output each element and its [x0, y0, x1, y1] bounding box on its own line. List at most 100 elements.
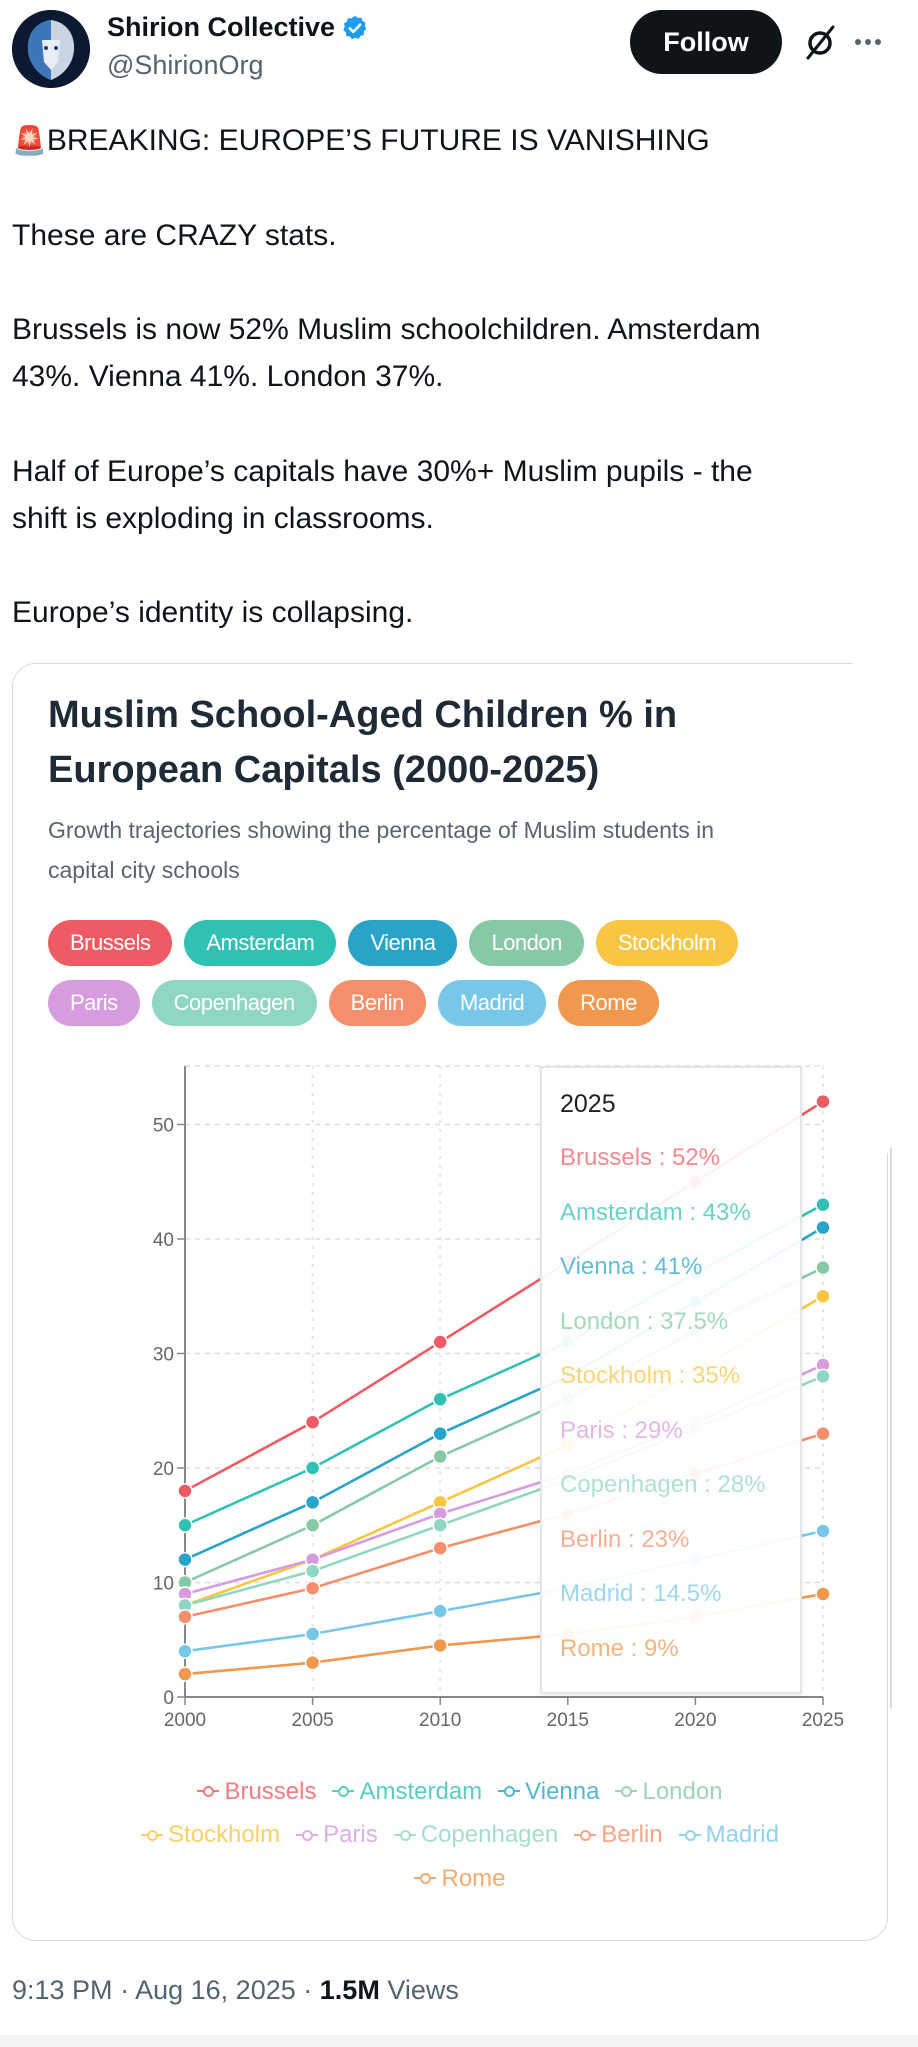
grok-icon[interactable] — [800, 22, 840, 62]
verified-badge-icon — [343, 15, 367, 39]
tooltip-row: Stockholm : 35% — [560, 1362, 741, 1389]
x-tick-label: 2025 — [802, 1710, 844, 1731]
avatar[interactable] — [12, 10, 90, 88]
lion-logo-icon — [12, 10, 90, 88]
data-point-london — [304, 1517, 321, 1533]
data-point-rome — [177, 1666, 193, 1682]
views-count: 1.5M — [319, 1975, 380, 2005]
legend-marker-icon — [498, 1786, 521, 1797]
tweet-meta: 9:13 PM · Aug 16, 2025 · 1.5M Views — [12, 1975, 459, 2006]
card-edge-mask — [852, 663, 918, 1153]
more-options-icon[interactable] — [848, 26, 888, 58]
x-tick-label: 2000 — [164, 1710, 206, 1731]
legend-label: Madrid — [705, 1821, 779, 1848]
legend-label: Berlin — [601, 1821, 663, 1848]
legend-item-amsterdam[interactable]: Amsterdam — [332, 1771, 482, 1812]
chip-paris[interactable]: Paris — [48, 980, 140, 1026]
chip-stockholm[interactable]: Stockholm — [595, 920, 739, 966]
legend-item-berlin[interactable]: Berlin — [574, 1814, 663, 1855]
legend-label: London — [642, 1777, 723, 1805]
legend-label: Rome — [441, 1864, 506, 1892]
chip-madrid[interactable]: Madrid — [437, 980, 547, 1026]
data-point-copenhagen — [815, 1368, 831, 1385]
tooltip-row: Rome : 9% — [560, 1634, 679, 1662]
legend-label: Paris — [323, 1821, 378, 1848]
data-point-brussels — [304, 1414, 321, 1430]
data-point-berlin — [815, 1425, 831, 1442]
data-point-london — [432, 1448, 448, 1465]
tooltip-row: Copenhagen : 28% — [560, 1471, 766, 1498]
tweet-line: 43%. Vienna 41%. London 37%. — [12, 360, 444, 393]
data-point-berlin — [432, 1540, 448, 1556]
tooltip-row: Brussels : 52% — [560, 1144, 721, 1171]
legend-marker-icon — [332, 1786, 355, 1797]
chart-title-line: Muslim School-Aged Children % in — [48, 694, 678, 736]
tweet-time[interactable]: 9:13 PM — [12, 1975, 113, 2005]
chart-subtitle-line: capital city schools — [48, 857, 240, 883]
y-tick-label: 10 — [153, 1574, 174, 1595]
data-point-amsterdam — [304, 1460, 321, 1476]
data-point-vienna — [177, 1551, 193, 1568]
legend-label: Stockholm — [168, 1821, 281, 1848]
tweet-line: Europe’s identity is collapsing. — [12, 596, 414, 629]
chip-london[interactable]: London — [469, 920, 584, 966]
legend-item-copenhagen[interactable]: Copenhagen — [393, 1814, 558, 1855]
chip-vienna[interactable]: Vienna — [348, 920, 458, 966]
legend-item-rome[interactable]: Rome — [414, 1858, 506, 1899]
data-point-madrid — [304, 1626, 321, 1642]
data-point-madrid — [177, 1643, 193, 1659]
tweet-line: BREAKING: EUROPE’S FUTURE IS VANISHING — [46, 124, 710, 157]
chip-rome[interactable]: Rome — [558, 980, 659, 1026]
data-point-amsterdam — [815, 1196, 831, 1213]
legend-marker-icon — [678, 1829, 701, 1841]
tweet-line: These are CRAZY stats. — [12, 219, 337, 252]
y-tick-label: 20 — [153, 1459, 174, 1480]
tweet-date[interactable]: Aug 16, 2025 — [135, 1975, 296, 2005]
separator: · — [120, 1975, 130, 2005]
tooltip-row: Berlin : 23% — [560, 1525, 690, 1553]
legend-marker-icon — [414, 1873, 437, 1884]
tweet-line: Brussels is now 52% Muslim schoolchildre… — [12, 313, 761, 346]
tooltip-row: Amsterdam : 43% — [560, 1198, 751, 1226]
legend-item-paris[interactable]: Paris — [296, 1814, 378, 1855]
data-point-berlin — [177, 1609, 193, 1625]
legend-label: Brussels — [224, 1777, 317, 1805]
data-point-vienna — [432, 1425, 448, 1442]
legend-item-madrid[interactable]: Madrid — [678, 1814, 779, 1855]
series-filter-chips: Brussels Amsterdam Vienna London Stockholm Pa… — [48, 920, 828, 1026]
tooltip-row: Madrid : 14.5% — [560, 1580, 722, 1607]
legend-marker-icon — [615, 1786, 638, 1797]
legend-item-vienna[interactable]: Vienna — [498, 1771, 599, 1812]
data-point-berlin — [304, 1580, 321, 1596]
author-handle[interactable]: @ShirionOrg — [107, 50, 264, 80]
y-tick-label: 30 — [153, 1345, 174, 1366]
y-tick-label: 50 — [153, 1116, 174, 1137]
x-tick-label: 2020 — [674, 1710, 716, 1731]
legend-item-brussels[interactable]: Brussels — [197, 1771, 316, 1812]
chart-legend: Brussels Amsterdam Vienna London Stockholm Pa… — [90, 1768, 830, 1899]
data-point-copenhagen — [304, 1563, 321, 1579]
data-point-rome — [432, 1637, 448, 1654]
y-tick-label: 40 — [153, 1230, 174, 1251]
legend-marker-icon — [296, 1829, 319, 1841]
legend-label: Vienna — [525, 1777, 600, 1805]
y-tick-label: 0 — [163, 1688, 174, 1709]
chart-tooltip: 2025 Brussels : 52% Amsterdam : 43% Vienna… — [540, 1066, 802, 1694]
data-point-rome — [304, 1654, 321, 1671]
legend-label: Amsterdam — [359, 1777, 483, 1805]
legend-marker-icon — [197, 1786, 220, 1797]
chip-berlin[interactable]: Berlin — [328, 980, 426, 1026]
author-display-name[interactable]: Shirion Collective — [107, 12, 336, 42]
data-point-brussels — [815, 1093, 831, 1110]
legend-item-london[interactable]: London — [615, 1771, 723, 1812]
chip-brussels[interactable]: Brussels — [48, 920, 173, 966]
legend-marker-icon — [141, 1829, 164, 1841]
data-point-amsterdam — [432, 1391, 448, 1408]
follow-button[interactable]: Follow — [630, 10, 782, 74]
data-point-stockholm — [815, 1288, 831, 1304]
chip-amsterdam[interactable]: Amsterdam — [184, 920, 337, 966]
chip-copenhagen[interactable]: Copenhagen — [151, 980, 317, 1026]
author-name-row[interactable]: Shirion Collective — [107, 12, 369, 43]
tooltip-title: 2025 — [560, 1090, 616, 1118]
legend-item-stockholm[interactable]: Stockholm — [141, 1814, 280, 1855]
